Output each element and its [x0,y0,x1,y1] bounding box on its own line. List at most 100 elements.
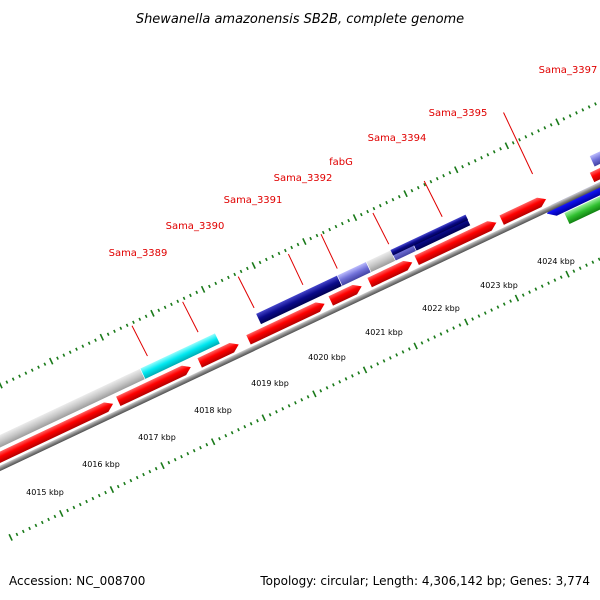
ruler-tick [199,445,202,450]
ruler-tick [553,278,557,282]
ruler-tick [163,305,167,310]
feature-cyan [139,332,221,380]
gene-label-sama-3392: Sama_3392 [274,173,333,184]
ruler-tick [173,457,177,462]
genome-backbone [0,154,600,484]
leader-line [320,233,338,269]
ruler-tick [66,508,69,513]
ruler-tick [186,451,190,456]
ruler-tick [496,305,500,309]
ruler-tick [116,484,120,489]
ruler-tick [445,329,449,333]
ruler-tick [351,374,354,378]
ruler-tick [309,236,313,241]
ruler-tick [562,117,566,121]
genome-track [0,102,600,541]
ruler-tick [585,263,588,267]
ruler-tick [28,526,31,531]
ruler-tick [433,335,437,339]
ruler-tick [24,371,28,375]
ruler-tick [208,284,211,289]
genome-summary-text: Topology: circular; Length: 4,306,142 bp… [259,574,590,588]
ruler-tick [97,493,101,498]
ruler-tick [277,251,281,256]
ruler-tick [540,284,544,288]
ruler-tick [167,460,171,465]
ruler-tick [435,176,439,181]
ruler-tick [290,245,294,250]
ruler-tick [403,190,408,198]
ruler-tick [268,413,272,417]
ruler-tick [53,514,57,519]
ruler-tick [283,248,287,253]
ruler-tick [319,389,323,393]
ruler-tick [547,281,550,285]
ruler-tick [442,174,445,178]
ruler-tick [369,365,373,369]
ruler-tick [296,242,300,247]
ruler-tick [5,380,9,384]
feature-track [0,132,600,461]
ruler-tick [87,341,91,345]
ruler-tick [125,323,129,327]
ruler-tick [287,404,291,408]
ruler-tick [104,490,107,495]
kbp-label: 4022 kbp [422,304,460,313]
ruler-tick [483,311,487,315]
ruler-tick [388,356,392,360]
gene-label-sama-3397: Sama_3397 [539,65,598,76]
ruler-tick [91,496,95,501]
ruler-tick [129,478,133,483]
ruler-tick [514,294,520,302]
ruler-tick [397,194,401,199]
cds-arrow [115,365,192,407]
ruler-tick [521,293,525,297]
ruler-tick [543,126,547,130]
ruler-tick [218,437,221,441]
ruler-tick [271,254,275,259]
ruler-tick [378,203,382,208]
ruler-tick [148,469,152,474]
ruler-tick [237,428,240,432]
ruler-tick [135,475,139,480]
gene-label-sama-3395: Sama_3395 [429,108,488,119]
ruler-tick [464,318,469,326]
ruler-tick [530,132,534,136]
ruler-tick [504,142,510,150]
ruler-tick [480,156,483,160]
ruler-tick [302,238,307,246]
ruler-tick [565,270,570,278]
feature-lavender [336,261,372,287]
ruler-tick [321,230,325,235]
map-title: Shewanella amazonensis SB2B, complete ge… [136,12,464,27]
kbp-label: 4024 kbp [537,257,575,266]
ruler-tick [410,188,414,193]
ruler-tick [300,398,304,402]
ruler-tick [594,102,597,106]
ruler-tick [62,353,66,357]
ruler-tick [227,275,230,280]
ruler-tick [182,296,186,301]
outer-tick-ruler [0,102,597,389]
ruler-tick [473,159,477,163]
ruler-tick [549,123,553,127]
ruler-tick [423,182,426,187]
ruler-tick [454,166,459,174]
gene-label-sama-3394: Sama_3394 [368,133,427,144]
ruler-tick [477,314,481,318]
ruler-tick [448,171,452,175]
ruler-tick [48,357,54,365]
kbp-ruler [8,257,600,541]
ruler-tick [15,532,19,537]
cds-arrow [366,260,414,289]
feature-navy [390,214,469,256]
ruler-tick [461,165,464,169]
ruler-tick [575,111,578,115]
ruler-tick [200,285,206,293]
ruler-tick [340,221,344,226]
ruler-tick [11,377,15,381]
kbp-label: 4016 kbp [82,460,120,469]
ruler-tick [534,287,538,291]
ruler-tick [249,422,253,426]
ruler-tick [99,333,105,341]
